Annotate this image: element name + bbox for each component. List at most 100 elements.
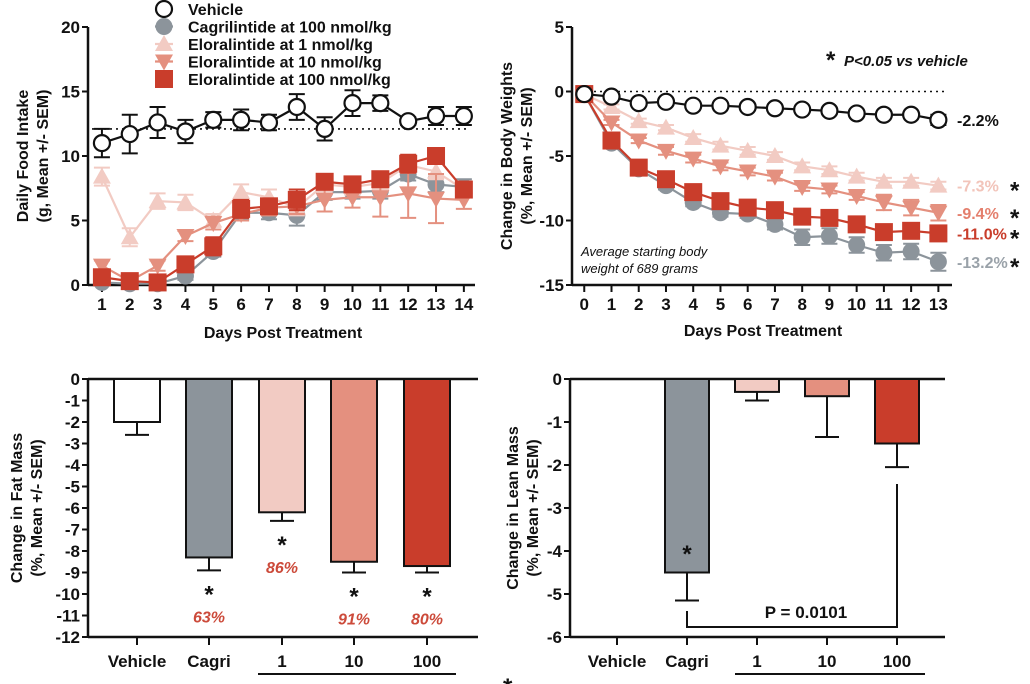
data-point-elo10 [793,179,812,196]
data-point-elo100 [711,192,730,211]
end-label-vehicle: -2.2% [957,113,999,130]
legend-label-elo1: Eloralintide at 1 nmol/kg [188,37,373,54]
x-tick-label: 11 [875,295,893,314]
data-point-vehicle [315,119,334,139]
x-tick-label: 11 [371,295,389,314]
retention-pct-label: 80% [411,612,443,629]
x-tick-label: 7 [770,295,779,314]
x-tick-label: 3 [661,295,670,314]
data-point-elo10 [371,190,390,207]
data-point-elo100 [427,147,446,165]
significance-star: * [826,47,836,74]
y-tick-label: -15 [539,276,564,295]
starting-weight-note-line1: Average starting body [580,244,709,259]
data-point-vehicle [426,106,446,126]
legend-label-elo10: Eloralintide at 10 nmol/kg [188,55,382,72]
data-point-vehicle [371,94,390,113]
legend-marker-elo10 [155,54,173,71]
bar-elo10 [330,378,378,563]
y-tick-label: 5 [555,18,564,37]
x-tick-label: 4 [688,295,698,314]
lean-ylabel-line2: (%, Mean +/- SEM) [525,439,542,576]
y-tick-label: -1 [65,392,80,411]
data-point-vehicle [92,134,112,153]
data-point-cagri [902,242,920,260]
starting-weight-note-line2: weight of 689 grams [581,261,699,276]
data-point-elo10 [684,151,703,168]
x-tick-label: 0 [580,295,589,314]
data-point-elo10 [656,143,675,160]
significance-star: * [422,584,432,611]
series-cagri [93,165,473,293]
end-label-star-elo100: * [1010,225,1020,252]
data-point-vehicle [765,99,785,118]
x-tick-label: 12 [902,295,921,314]
data-point-elo1 [765,147,784,163]
x-tick-label: Cagri [187,652,230,671]
data-point-vehicle [902,105,921,124]
data-point-elo100 [454,180,473,199]
data-point-vehicle [287,97,306,117]
data-point-elo1 [92,167,111,184]
data-point-elo100 [371,170,390,189]
series-elo10 [92,167,473,291]
data-point-elo100 [820,208,839,227]
bar-vehicle [113,378,161,423]
series-elo100 [575,85,948,243]
fat-mass-chart: Change in Fat Mass (%, Mean +/- SEM) 0 -1… [9,370,478,675]
food-xlabel: Days Post Treatment [204,325,363,342]
body-weight-chart: Change in Body Weights (%, Mean +/- SEM)… [499,18,1020,340]
data-point-cagri [929,253,947,271]
y-tick-label: -9 [65,564,80,583]
lean-ylabel-line1: Change in Lean Mass [505,426,522,590]
data-point-elo100 [902,221,921,240]
y-tick-label: 10 [61,147,80,166]
data-point-elo10 [399,186,418,203]
y-tick-label: -5 [549,147,564,166]
data-point-elo1 [684,128,703,145]
data-point-elo100 [259,197,278,216]
data-point-elo1 [711,136,730,153]
data-point-vehicle [204,110,223,129]
data-point-elo100 [793,207,812,226]
y-tick-label: 20 [61,18,80,37]
end-label-elo1: -7.3% [957,179,999,196]
y-tick-label: 0 [71,370,80,389]
x-tick-label: 3 [153,295,162,314]
data-point-elo1 [148,192,167,209]
y-tick-label: -8 [65,542,80,561]
data-point-vehicle [929,110,948,129]
x-tick-label: 13 [929,295,948,314]
y-tick-label: -10 [539,212,564,231]
data-point-elo10 [148,258,167,275]
legend-marker-cagri [155,18,173,35]
data-point-elo10 [343,190,362,207]
data-point-elo1 [929,176,948,193]
data-point-cagri [766,215,784,233]
data-point-elo100 [656,170,675,189]
y-tick-label: -6 [547,628,562,647]
data-point-vehicle [847,104,866,123]
data-point-vehicle [602,87,621,106]
data-point-elo1 [793,157,812,174]
bar-elo1 [734,378,780,393]
data-point-elo10 [427,191,446,208]
end-label-star-elo1: * [1010,178,1020,205]
legend-marker-vehicle [154,0,174,19]
x-tick-label: 5 [716,295,725,314]
data-point-elo100 [343,175,362,194]
legend-marker-elo100 [155,70,173,88]
y-tick-label: 0 [553,370,562,389]
y-tick-label: -1 [547,413,562,432]
data-point-elo100 [738,198,757,217]
retention-pct-label: 91% [338,612,370,629]
data-point-elo10 [765,169,784,186]
data-point-elo100 [929,224,948,243]
x-tick-label: 6 [743,295,752,314]
data-point-elo10 [902,200,921,217]
legend-label-elo100: Eloralintide at 100 nmol/kg [188,72,391,89]
y-tick-label: -4 [547,542,563,561]
x-tick-label: 4 [181,295,191,314]
y-tick-label: -3 [65,435,80,454]
data-point-elo1 [738,141,757,158]
